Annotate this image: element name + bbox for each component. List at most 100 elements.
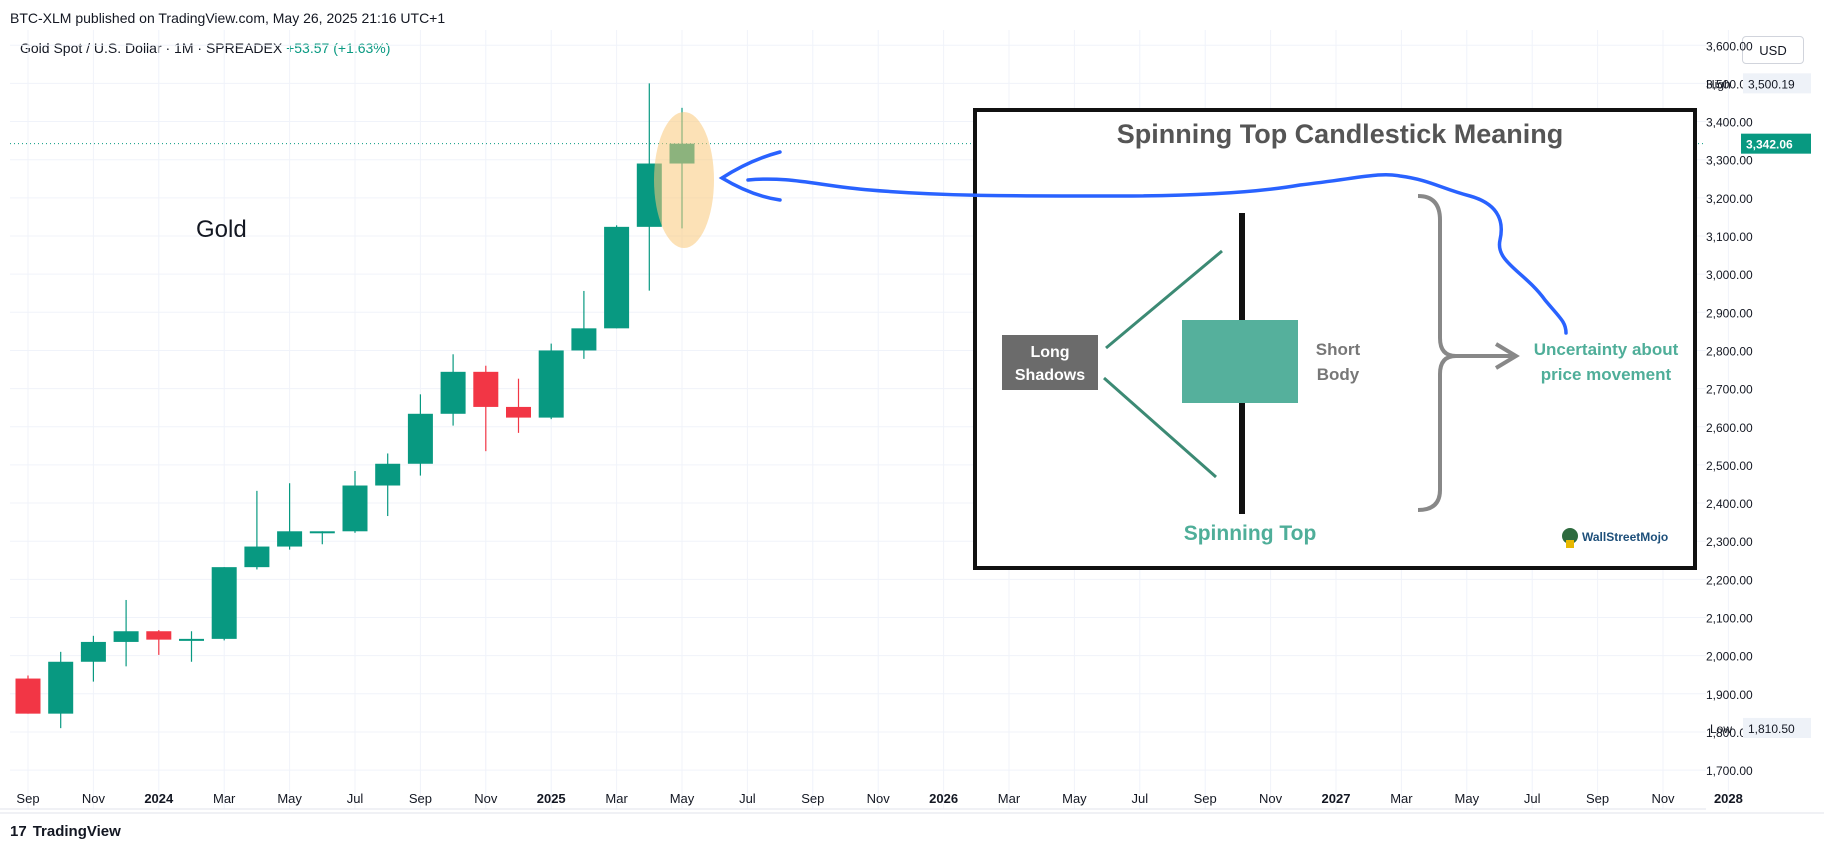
x-tick-label: 2026: [929, 791, 958, 806]
x-tick-label: Mar: [998, 791, 1021, 806]
candle-body: [375, 463, 401, 486]
candle-body: [244, 546, 270, 568]
current-badge: [1741, 133, 1811, 154]
infobox-title: Spinning Top Candlestick Meaning: [1117, 119, 1564, 149]
highlight-ellipse: [654, 112, 714, 248]
uncertainty-line2: price movement: [1541, 365, 1672, 384]
low-value: 1,810.50: [1748, 722, 1795, 736]
publisher-line: BTC-XLM published on TradingView.com, Ma…: [10, 10, 446, 26]
y-tick-label: 2,600.00: [1706, 421, 1753, 435]
long-shadows-line1: Long: [1030, 344, 1069, 361]
x-tick-label: May: [277, 791, 302, 806]
short-body-line2: Body: [1317, 365, 1360, 384]
x-tick-label: Nov: [82, 791, 106, 806]
candle-body: [342, 485, 368, 532]
x-tick-label: Nov: [1259, 791, 1283, 806]
y-tick-label: 1,800.00: [1706, 726, 1753, 740]
wallstreetmojo-logo-text: WallStreetMojo: [1582, 530, 1668, 544]
y-tick-label: 1,900.00: [1706, 688, 1753, 702]
candle-body: [506, 406, 531, 418]
candle-body: [407, 413, 433, 464]
y-tick-label: 2,400.00: [1706, 497, 1753, 511]
long-shadows-box: [1002, 335, 1098, 390]
high-value: 3,500.19: [1748, 77, 1795, 91]
candle-body: [211, 567, 237, 639]
candle-body: [48, 661, 74, 714]
candle-body: [146, 631, 172, 640]
time-axis: Sep Nov 2024 Mar May Jul Sep Nov 2025 Mar May Jul Se…: [16, 791, 1742, 806]
y-tick-label: 2,300.00: [1706, 535, 1753, 549]
x-tick-label: Sep: [1586, 791, 1609, 806]
x-tick-label: 2028: [1714, 791, 1743, 806]
x-tick-label: Sep: [1194, 791, 1217, 806]
x-tick-label: Nov: [1651, 791, 1675, 806]
candle-body: [538, 350, 564, 418]
x-tick-label: Sep: [16, 791, 39, 806]
x-tick-label: Jul: [1131, 791, 1148, 806]
x-tick-label: May: [670, 791, 695, 806]
arrow-head: [1494, 342, 1520, 370]
candle-body: [277, 531, 303, 547]
y-tick-label: 2,200.00: [1706, 573, 1753, 587]
x-tick-label: Jul: [739, 791, 756, 806]
symbol-line: Gold Spot / U.S. Dollar · 1M · SPREADEX: [20, 40, 283, 56]
long-shadows-line2: Shadows: [1015, 367, 1085, 384]
price-axis: 1,700.00 1,800.00 1,900.00 2,000.00 2,100.00…: [1706, 39, 1753, 778]
short-body-line1: Short: [1316, 340, 1361, 359]
x-tick-label: Sep: [801, 791, 824, 806]
infobox: Spinning Top Candlestick Meaning Long Sh…: [973, 108, 1697, 570]
x-tick-label: Jul: [347, 791, 364, 806]
low-label: Low: [1710, 722, 1732, 736]
x-tick-label: Jul: [1524, 791, 1541, 806]
candle-body: [80, 641, 106, 662]
y-tick-label: 3,500.00: [1706, 77, 1753, 91]
wallstreetmojo-logo: WallStreetMojo: [1562, 528, 1668, 548]
tradingview-name: TradingView: [32, 823, 121, 840]
y-tick-label: 2,900.00: [1706, 306, 1753, 320]
price-badges: High 3,500.19 3,342.06 Low 1,810.50: [1706, 73, 1811, 738]
candle-body: [571, 328, 597, 351]
y-tick-label: 3,400.00: [1706, 116, 1753, 130]
x-tick-label: 2024: [144, 791, 174, 806]
uncertainty-line1: Uncertainty about: [1534, 340, 1679, 359]
x-tick-label: Mar: [213, 791, 236, 806]
y-tick-label: 2,700.00: [1706, 383, 1753, 397]
symbol-header: Gold Spot / U.S. Dollar · 1M · SPREADEX …: [20, 40, 390, 56]
x-tick-label: May: [1062, 791, 1087, 806]
current-value: 3,342.06: [1746, 138, 1793, 152]
y-tick-label: 2,800.00: [1706, 344, 1753, 358]
x-tick-label: 2025: [537, 791, 566, 806]
y-tick-label: 2,500.00: [1706, 459, 1753, 473]
annotation-arrow: [718, 150, 1568, 335]
y-tick-label: 2,000.00: [1706, 650, 1753, 664]
annotation-curve: [746, 173, 1568, 335]
candle-body: [309, 531, 335, 534]
change-line: +53.57 (+1.63%): [286, 40, 391, 56]
y-tick-label: 3,600.00: [1706, 39, 1753, 53]
candle-body: [15, 678, 41, 714]
x-tick-label: Nov: [474, 791, 498, 806]
candle-body: [113, 631, 139, 642]
candle-body: [440, 371, 466, 414]
y-tick-label: 1,700.00: [1706, 764, 1753, 778]
gold-label: Gold: [196, 216, 247, 243]
spinning-top-body: [1182, 320, 1298, 403]
tradingview-logo-icon: 17: [10, 823, 27, 840]
pointer-line-top: [1105, 249, 1223, 350]
annotation-arrowhead: [718, 150, 782, 202]
x-tick-label: May: [1455, 791, 1480, 806]
y-tick-label: 2,100.00: [1706, 612, 1753, 626]
high-badge: [1743, 73, 1811, 94]
pointer-line-bottom: [1103, 376, 1217, 479]
high-label: High: [1706, 77, 1731, 91]
currency-button[interactable]: USD: [1742, 36, 1804, 64]
y-tick-label: 3,100.00: [1706, 230, 1753, 244]
tradingview-brand[interactable]: 17 TradingView: [10, 823, 121, 840]
candle-body: [604, 226, 630, 329]
y-tick-label: 3,300.00: [1706, 154, 1753, 168]
low-badge: [1743, 717, 1811, 738]
y-tick-label: 3,000.00: [1706, 268, 1753, 282]
candle-body: [179, 638, 204, 641]
spinning-top-label: Spinning Top: [1184, 522, 1317, 545]
